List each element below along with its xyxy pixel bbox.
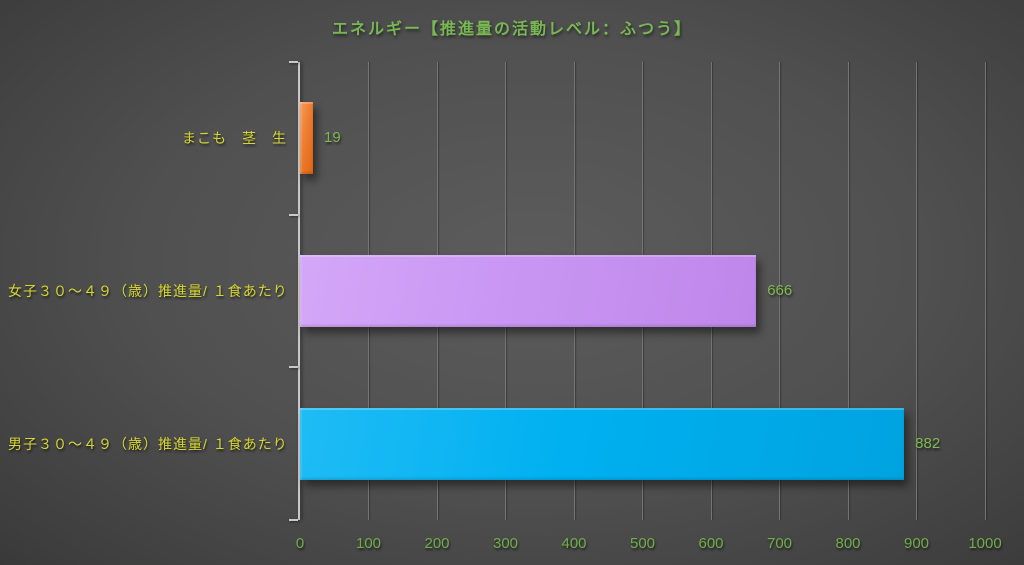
x-tick-label-200: 200	[424, 535, 450, 552]
x-tick-label-700: 700	[766, 535, 793, 552]
y-axis-tick	[289, 61, 298, 63]
value-label-makomo-stem-raw: 19	[324, 129, 341, 147]
x-tick-label-1000: 1000	[968, 535, 1002, 552]
y-axis-tick	[289, 519, 298, 521]
y-axis-line	[298, 62, 300, 520]
x-tick-label-600: 600	[698, 535, 724, 552]
bar-male-30-49-per-meal[interactable]	[300, 407, 905, 480]
x-tick-label-800: 800	[835, 535, 861, 552]
x-tick-label-100: 100	[355, 535, 382, 552]
gridline-1000	[984, 62, 986, 520]
x-tick-label-900: 900	[903, 535, 930, 552]
x-tick-label-400: 400	[561, 535, 587, 552]
category-label-male-30-49-per-meal: 男子３０～４９（歳）推進量/ １食あたり	[8, 435, 288, 452]
bar-makomo-stem-raw[interactable]	[300, 102, 313, 175]
gridline-900	[916, 62, 917, 520]
gridline-800	[847, 62, 849, 520]
x-tick-label-300: 300	[492, 535, 519, 552]
x-tick-label-0: 0	[295, 535, 305, 552]
gridline-700	[779, 62, 780, 520]
y-axis-tick	[289, 213, 298, 216]
value-label-female-30-49-per-meal: 666	[767, 282, 793, 299]
x-tick-label-500: 500	[629, 535, 656, 552]
chart-title: エネルギー【推進量の活動レベル：ふつう】	[331, 21, 692, 38]
bar-female-30-49-per-meal[interactable]	[300, 255, 757, 327]
value-label-male-30-49-per-meal: 882	[915, 434, 941, 452]
category-label-female-30-49-per-meal: 女子３０～４９（歳）推進量/ １食あたり	[8, 283, 288, 299]
category-label-makomo-stem-raw: まこも 茎 生	[182, 130, 287, 147]
y-axis-tick	[289, 366, 298, 369]
